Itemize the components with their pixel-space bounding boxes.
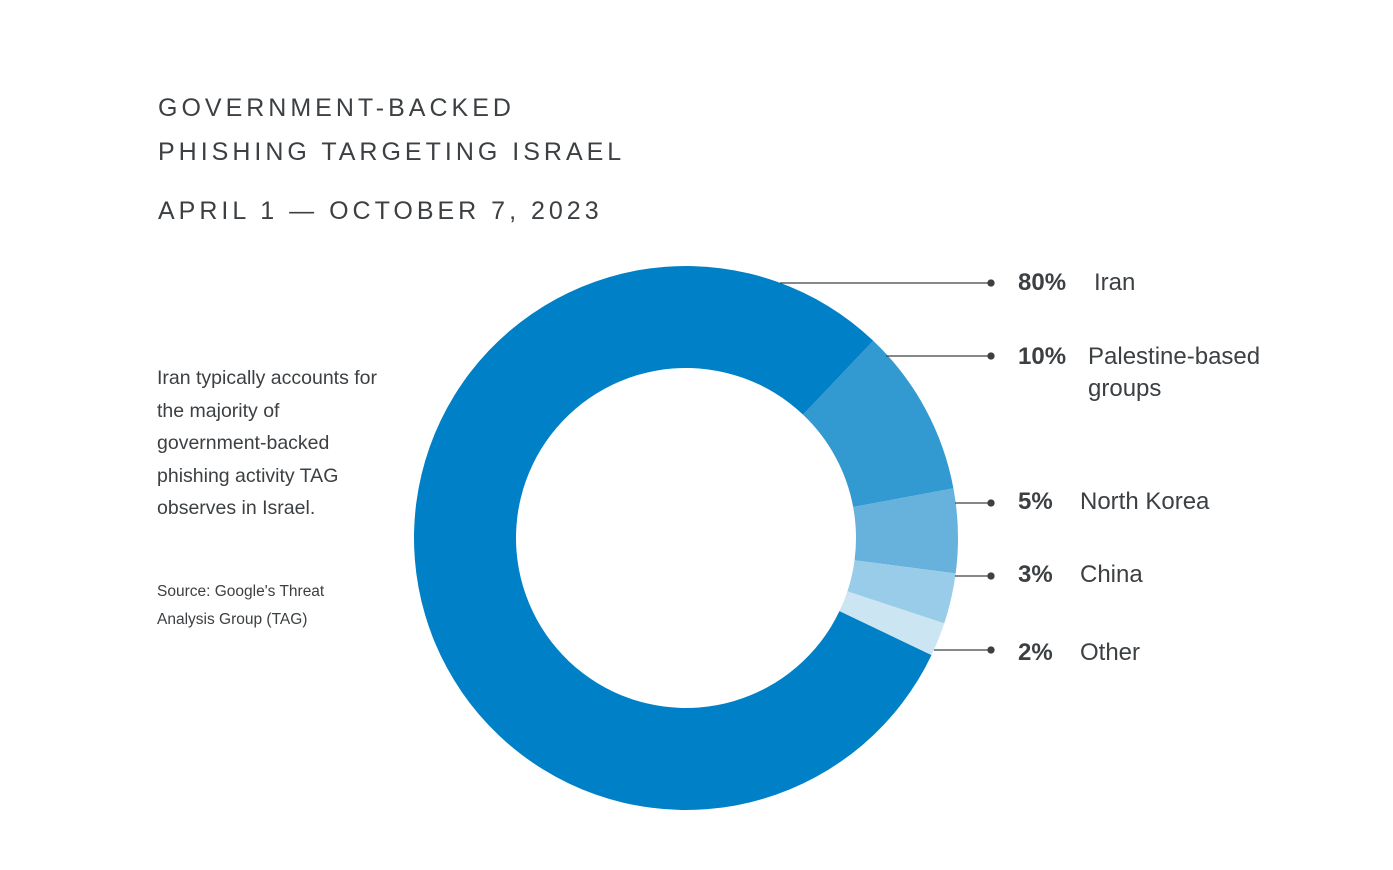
slice-palestine-based-groups — [803, 340, 954, 508]
chart-title-line-2: PHISHING TARGETING ISRAEL — [158, 138, 626, 166]
legend-label-china: China — [1080, 561, 1143, 588]
chart-source: Source: Google's Threat Analysis Group (… — [157, 583, 325, 628]
slice-china — [847, 560, 956, 624]
legend-label-palestine: Palestine-based groups — [1088, 343, 1261, 402]
pct-label-other: 2% — [1018, 639, 1053, 666]
slice-north-korea — [853, 488, 958, 574]
pct-label-north-korea: 5% — [1018, 488, 1053, 515]
pct-label-palestine: 10% — [1018, 343, 1067, 370]
legend-label-other: Other — [1080, 639, 1141, 666]
pct-label-china: 3% — [1018, 561, 1053, 588]
legend-label-north-korea: North Korea — [1080, 488, 1210, 515]
chart-title-line-1: GOVERNMENT-BACKED — [158, 94, 515, 122]
leader-dot-north-korea — [987, 499, 995, 507]
slice-other — [839, 591, 945, 656]
pct-label-iran: 80% — [1018, 269, 1067, 296]
slice-iran — [413, 266, 932, 811]
legend-label-iran: Iran — [1094, 269, 1136, 296]
leader-dot-palestine — [987, 352, 995, 360]
chart-subtitle: APRIL 1 — OCTOBER 7, 2023 — [158, 197, 603, 225]
chart-description: Iran typically accounts for the majority… — [157, 367, 378, 519]
leader-dot-china — [987, 572, 995, 580]
leader-dot-iran — [987, 279, 995, 287]
leader-dot-other — [987, 646, 995, 654]
